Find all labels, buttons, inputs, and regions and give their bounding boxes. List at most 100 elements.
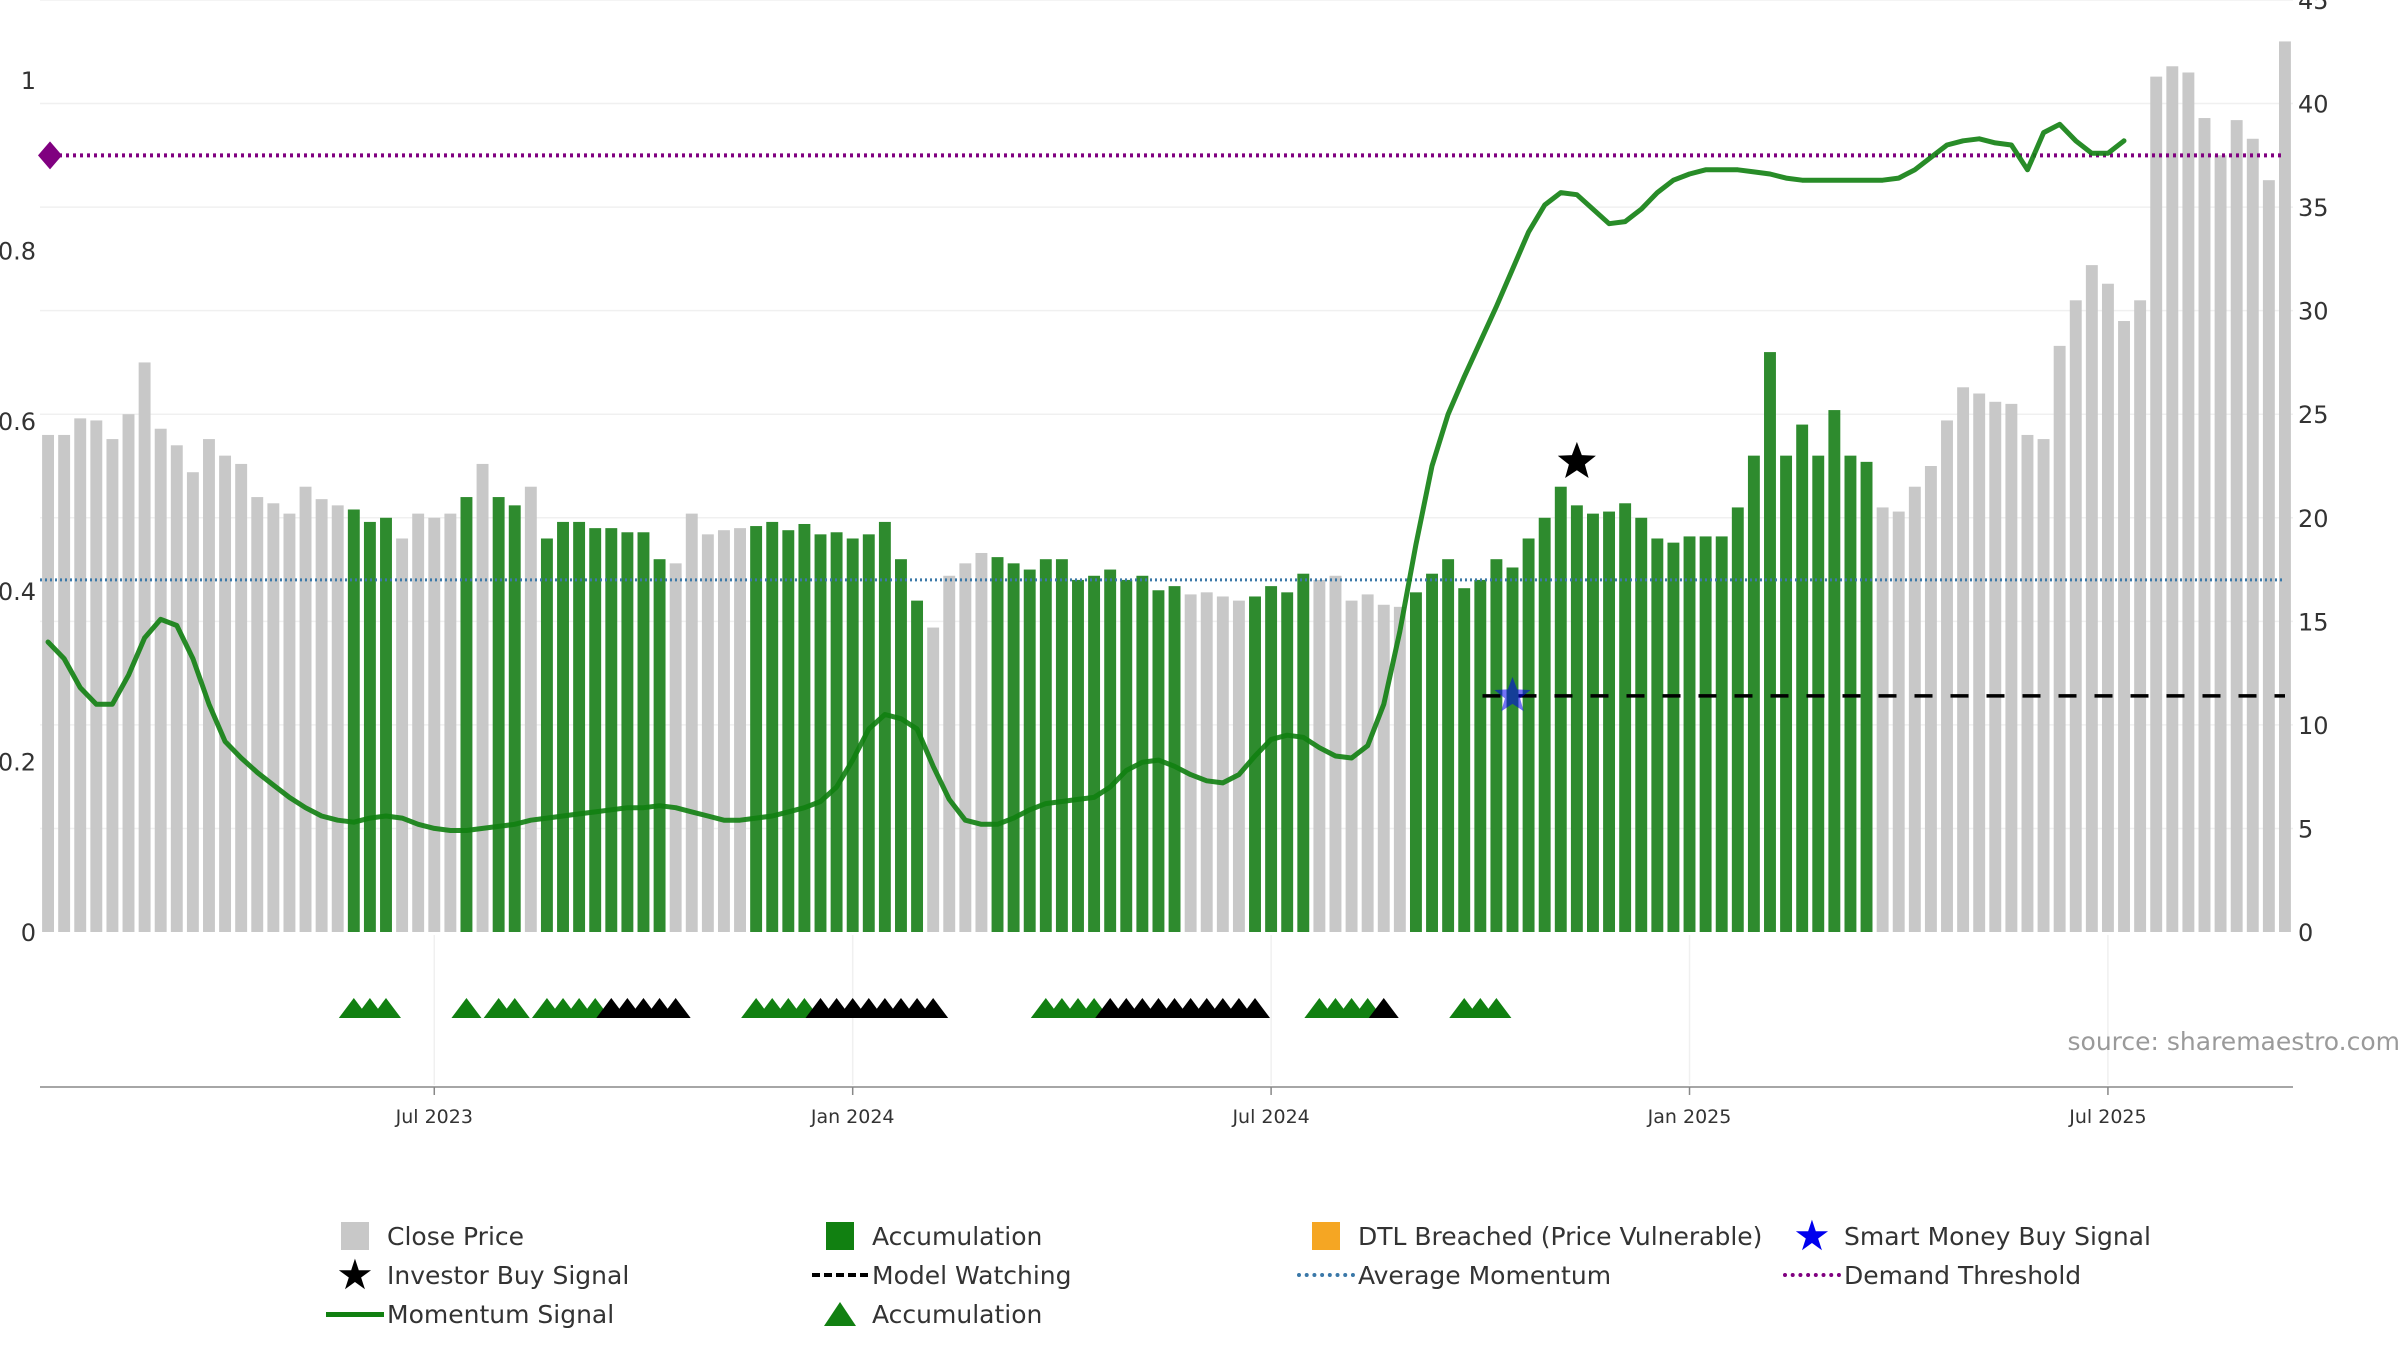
close-price-bar [1216,596,1229,932]
y-left-tick-label: 0 [21,919,36,947]
close-price-bar [283,513,296,932]
accumulation-bar [1651,538,1664,932]
close-price-bar [170,445,183,932]
accumulation-bar [1554,486,1567,932]
close-price-bar [1232,600,1245,932]
accumulation-bar [1570,505,1583,932]
close-price-bar [1892,511,1905,932]
accumulation-bar [1635,517,1648,932]
close-price-bar [717,530,730,932]
close-price-bar [2134,300,2147,932]
x-tick-label: Jan 2024 [810,1106,895,1128]
accumulation-triangle [451,998,482,1018]
accumulation-triangle [370,998,401,1018]
close-price-bar [975,552,988,932]
x-tick-label: Jul 2024 [1231,1106,1309,1128]
accumulation-bar [1474,579,1487,932]
close-price-bar [428,517,441,932]
accumulation-bar [1860,461,1873,932]
close-price-bar [412,513,425,932]
accumulation-bar [1538,517,1551,932]
accumulation-bar [1699,536,1712,932]
close-price-bar [154,428,167,932]
close-price-bar [235,463,248,932]
reference-lines [38,141,2285,698]
accumulation-bar [1587,513,1599,932]
accumulation-bar [540,538,553,932]
x-tick-label: Jul 2025 [2068,1106,2146,1128]
accumulation-bar [1458,588,1471,932]
y-right-tick-label: 40 [2298,91,2329,119]
accumulation-bar [1249,596,1261,932]
accumulation-bar [1297,573,1310,932]
accumulation-bar [1265,586,1278,932]
close-price-bar [1377,604,1390,932]
accumulation-bar [508,505,521,932]
close-price-bar [476,463,489,932]
accumulation-bar [1039,559,1052,932]
close-price-bar [251,497,264,932]
close-price-bar [331,505,344,932]
accumulation-bar [878,521,891,932]
close-price-bar [42,434,55,932]
close-price-bar [2246,138,2259,932]
accumulation-bar [1136,575,1149,932]
accumulation-bar [1281,592,1294,932]
close-price-bar [74,418,87,932]
close-price-bar [1313,579,1326,932]
accumulation-bar [1088,575,1101,932]
watching-triangle [918,998,949,1018]
accumulation-bar [1764,352,1776,933]
accumulation-bar [460,497,473,932]
accumulation-bar [363,521,376,932]
accumulation-bar [1490,559,1503,932]
accumulation-bar [1409,592,1422,932]
axes: Jul 2023 Jan 2024 Jul 2024 Jan 2025 Jul 2025… [0,0,2329,1128]
x-tick-label: Jul 2023 [395,1106,473,1128]
investor-buy-star [1557,441,1596,478]
accumulation-bar [798,523,811,932]
accumulation-bar [766,521,779,932]
close-price-bar [299,486,312,932]
close-price-bar [1345,600,1358,932]
close-price-bar [58,434,71,932]
close-price-bar [90,420,103,932]
accumulation-bar [605,528,618,932]
y-right-tick-label: 20 [2298,505,2329,533]
accumulation-bar [589,528,602,932]
y-left-tick-label: 0.4 [0,578,36,606]
y-right-tick-label: 25 [2298,401,2329,429]
y-right-tick-label: 35 [2298,194,2329,222]
close-price-bar [1200,592,1213,932]
accumulation-bar [1023,569,1036,932]
close-price-bar [669,563,682,932]
accumulation-bar [895,559,907,932]
accumulation-bar [380,517,392,932]
close-price-bar [2101,283,2114,933]
close-price-bar [267,503,280,932]
close-price-bar [2214,155,2227,933]
close-price-bar [2118,321,2130,932]
close-price-bar [701,534,714,932]
close-price-bar [2085,265,2098,932]
close-price-bar [1973,393,1986,932]
y-right-tick-label: 45 [2298,0,2329,15]
close-price-bar [2198,118,2211,932]
close-price-bar [2005,403,2018,932]
accumulation-bar [653,559,666,932]
accumulation-bar [1828,410,1841,933]
close-price-bar [2278,41,2291,932]
close-price-bar [1908,486,1921,932]
accumulation-bar [782,530,795,932]
accumulation-bar [1522,538,1535,932]
y-right-tick-label: 30 [2298,298,2329,326]
x-tick-label: Jan 2025 [1647,1106,1732,1128]
accumulation-bar [814,534,827,932]
accumulation-bar [1506,567,1519,932]
y-right-tick-label: 10 [2298,712,2329,740]
y-left-tick-label: 1 [21,67,36,95]
close-price-bar [2230,120,2243,932]
close-price-bar [396,538,409,932]
close-price-bar [1989,401,2002,933]
